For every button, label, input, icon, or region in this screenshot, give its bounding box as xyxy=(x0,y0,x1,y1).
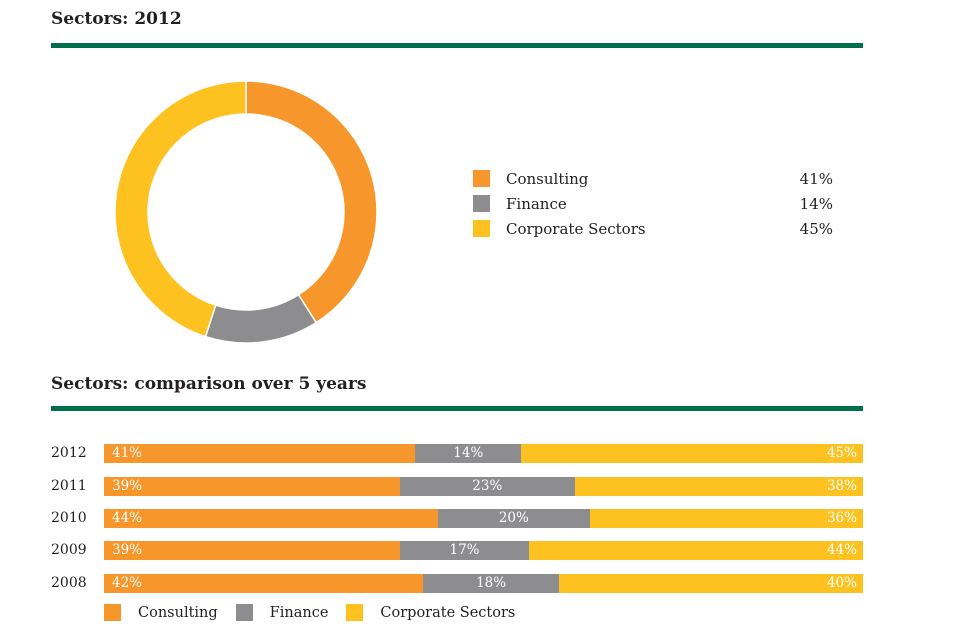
bar-title: Sectors: comparison over 5 years xyxy=(51,374,367,394)
donut-slice-finance xyxy=(204,293,318,344)
bar-row-2009: 39% 17% 44% xyxy=(104,541,863,560)
bar-segment-finance: 20% xyxy=(437,509,590,528)
legend-value: 14% xyxy=(799,194,833,213)
legend-value: 45% xyxy=(799,219,833,238)
legend-label: Consulting xyxy=(506,169,589,188)
year-label: 2011 xyxy=(51,478,87,494)
legend-label: Finance xyxy=(269,604,329,621)
legend-swatch xyxy=(346,604,364,621)
donut-title: Sectors: 2012 xyxy=(51,9,182,29)
legend-item: Consulting 41% xyxy=(473,166,833,191)
bar-row-2011: 39% 23% 38% xyxy=(104,477,863,496)
legend-swatch xyxy=(473,170,490,187)
legend-label: Corporate Sectors xyxy=(380,604,516,621)
donut-slice-consulting xyxy=(245,80,378,324)
bar-row-2008: 42% 18% 40% xyxy=(104,574,863,593)
title-rule xyxy=(51,406,863,411)
legend-item: Corporate Sectors 45% xyxy=(473,216,833,241)
year-label: 2008 xyxy=(51,575,87,591)
bar-segment-corporate-sectors: 44% xyxy=(529,541,863,560)
bar-segment-finance: 14% xyxy=(415,444,522,463)
bar-segment-finance: 18% xyxy=(422,574,560,593)
bar-segment-corporate-sectors: 40% xyxy=(559,574,863,593)
bar-segment-consulting: 44% xyxy=(104,509,438,528)
legend-swatch xyxy=(235,604,253,621)
bar-segment-corporate-sectors: 38% xyxy=(574,477,863,496)
bar-segment-corporate-sectors: 45% xyxy=(521,444,863,463)
bar-segment-finance: 23% xyxy=(400,477,575,496)
bar-segment-consulting: 42% xyxy=(104,574,423,593)
bar-row-2010: 44% 20% 36% xyxy=(104,509,863,528)
year-label: 2012 xyxy=(51,445,87,461)
donut-chart xyxy=(114,80,378,344)
bar-row-2012: 41% 14% 45% xyxy=(104,444,863,463)
year-label: 2010 xyxy=(51,510,87,526)
legend-label: Corporate Sectors xyxy=(506,219,646,238)
year-label: 2009 xyxy=(51,542,87,558)
donut-legend: Consulting 41% Finance 14% Corporate Sectors… xyxy=(473,166,833,241)
legend-label: Finance xyxy=(506,194,567,213)
legend-swatch xyxy=(104,604,121,621)
bar-segment-consulting: 39% xyxy=(104,477,400,496)
legend-swatch xyxy=(473,220,490,237)
bar-legend: Consulting Finance Corporate Sectors xyxy=(104,604,533,621)
title-rule xyxy=(51,43,863,48)
legend-item: Finance 14% xyxy=(473,191,833,216)
donut-slice-corporate-sectors xyxy=(114,80,247,338)
bar-segment-finance: 17% xyxy=(400,541,530,560)
bar-segment-consulting: 39% xyxy=(104,541,400,560)
legend-value: 41% xyxy=(799,169,833,188)
bar-segment-consulting: 41% xyxy=(104,444,416,463)
legend-label: Consulting xyxy=(138,604,218,621)
bar-segment-corporate-sectors: 36% xyxy=(589,509,863,528)
legend-swatch xyxy=(473,195,490,212)
